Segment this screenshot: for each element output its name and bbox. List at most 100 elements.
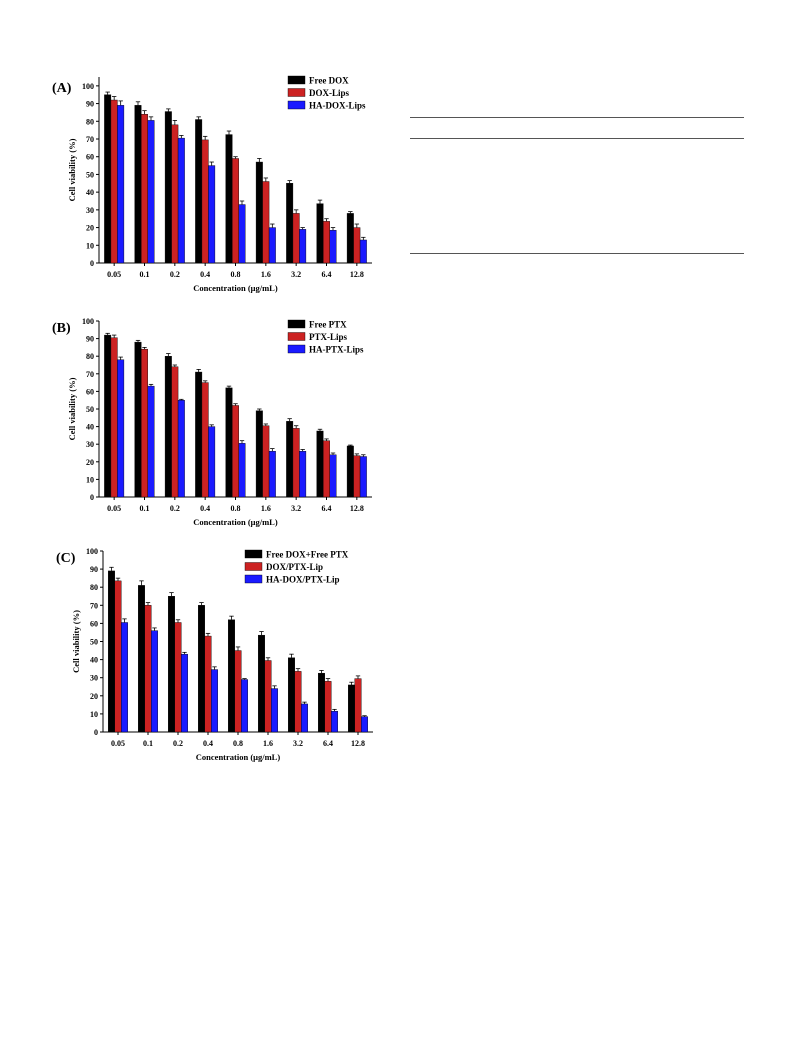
legend-label: Free DOX+Free PTX	[266, 550, 349, 560]
bar	[198, 605, 205, 733]
x-tick-label: 1.6	[261, 270, 271, 279]
y-tick-label: 90	[90, 565, 98, 574]
bar	[134, 105, 142, 264]
y-tick-label: 40	[86, 188, 94, 197]
x-axis-title: Concentration (μg/mL)	[196, 752, 281, 762]
table-rule-bottom	[410, 253, 744, 254]
x-tick-label: 0.4	[200, 504, 210, 513]
x-tick-label: 6.4	[322, 270, 332, 279]
legend-swatch	[244, 574, 263, 584]
bar	[177, 137, 185, 264]
bar	[195, 119, 203, 264]
x-axis-title: Concentration (μg/mL)	[193, 517, 278, 527]
bar	[353, 227, 361, 264]
y-tick-label: 70	[86, 135, 94, 144]
bar	[147, 120, 155, 264]
bar	[361, 716, 368, 733]
bar	[316, 203, 324, 264]
legend-label: PTX-Lips	[309, 332, 348, 342]
panel-label: (A)	[52, 81, 72, 96]
bar	[201, 382, 209, 498]
bar	[141, 114, 148, 264]
bar	[288, 657, 295, 733]
bar	[255, 161, 263, 264]
y-tick-label: 30	[86, 440, 94, 449]
y-tick-label: 90	[86, 100, 94, 109]
legend-label: DOX-Lips	[309, 88, 350, 98]
bar	[121, 622, 128, 733]
bar	[241, 679, 248, 733]
y-tick-label: 50	[86, 170, 94, 179]
legend-swatch	[287, 319, 306, 329]
bar	[258, 634, 265, 733]
bar	[201, 139, 209, 264]
legend-label: DOX/PTX-Lip	[266, 562, 323, 572]
legend-label: HA-DOX/PTX-Lip	[266, 575, 340, 585]
bar	[171, 124, 179, 264]
bar	[232, 405, 239, 498]
bar	[354, 678, 362, 733]
bar	[234, 650, 242, 733]
bar	[144, 605, 152, 733]
bar	[204, 635, 212, 733]
bar	[108, 570, 115, 733]
y-tick-label: 60	[86, 387, 94, 396]
bar	[238, 443, 246, 498]
legend-swatch	[287, 75, 306, 85]
y-tick-label: 10	[90, 710, 98, 719]
bar	[117, 105, 125, 264]
legend-label: Free PTX	[309, 320, 347, 330]
bar	[138, 585, 145, 733]
bar	[232, 158, 239, 264]
x-tick-label: 0.8	[231, 504, 241, 513]
legend-label: Free DOX	[309, 76, 349, 86]
y-tick-label: 30	[90, 674, 98, 683]
x-tick-label: 0.4	[200, 270, 210, 279]
x-tick-label: 0.1	[143, 739, 153, 748]
y-tick-label: 80	[86, 352, 94, 361]
legend-swatch	[287, 332, 306, 341]
bar	[299, 451, 307, 498]
bar	[294, 671, 302, 733]
bar	[147, 385, 155, 498]
bar	[114, 580, 122, 733]
bar	[346, 213, 354, 264]
x-tick-label: 0.05	[111, 739, 125, 748]
x-tick-label: 0.1	[140, 504, 150, 513]
bar	[208, 426, 216, 498]
x-tick-label: 0.1	[140, 270, 150, 279]
bar	[208, 165, 216, 264]
bar	[359, 239, 367, 264]
bar	[238, 204, 246, 264]
bar	[316, 430, 324, 498]
legend-swatch	[287, 100, 306, 110]
bar	[110, 337, 118, 498]
y-tick-label: 40	[90, 656, 98, 665]
bar	[195, 371, 203, 498]
chart-panel-a: (A) 0 10 20 30 40 50 60 70 80 90 100 0.05 0.1 0.2 0.4 0.…	[52, 75, 372, 293]
bar	[164, 356, 172, 498]
x-tick-label: 0.2	[173, 739, 183, 748]
bar	[174, 622, 182, 733]
bar	[151, 630, 158, 733]
x-tick-label: 0.8	[231, 270, 241, 279]
x-tick-label: 3.2	[291, 504, 301, 513]
y-axis-title: Cell viability (%)	[67, 138, 77, 201]
x-tick-label: 12.8	[351, 739, 365, 748]
y-tick-label: 40	[86, 423, 94, 432]
chart-panel-c: (C) 0 10 20 30 40 50 60 70 80 90 100 0.05 0.1 0.2 0.4 0.…	[56, 547, 373, 762]
bar	[168, 596, 175, 733]
y-tick-label: 60	[90, 619, 98, 628]
y-tick-label: 10	[86, 475, 94, 484]
bar	[329, 454, 337, 498]
bar	[225, 387, 233, 498]
x-tick-label: 6.4	[322, 504, 332, 513]
bar	[134, 341, 142, 498]
bar	[268, 227, 276, 264]
x-tick-label: 12.8	[350, 270, 364, 279]
y-tick-label: 0	[90, 493, 94, 502]
bar	[268, 451, 276, 498]
bar	[262, 181, 270, 264]
y-tick-label: 90	[86, 335, 94, 344]
y-tick-label: 50	[90, 638, 98, 647]
